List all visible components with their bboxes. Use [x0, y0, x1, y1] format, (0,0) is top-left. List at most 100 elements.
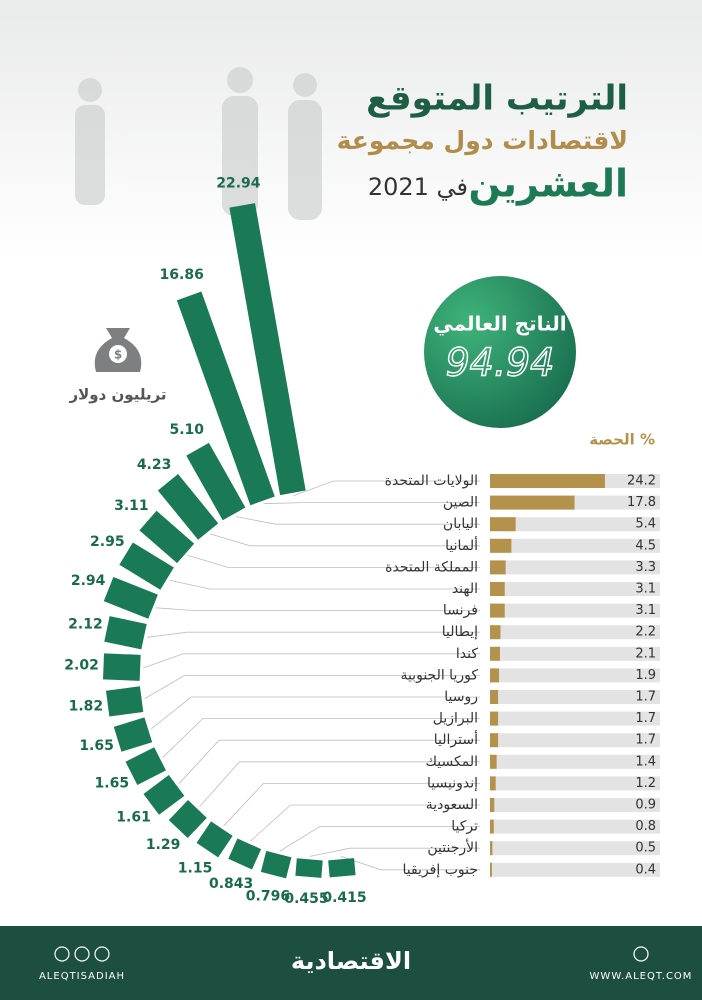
social-icons [54, 946, 649, 962]
footer-brand: الاقتصادية [291, 947, 411, 975]
leader-line [263, 502, 480, 505]
bar [490, 646, 500, 661]
bar-track [490, 668, 660, 683]
leader-line [235, 516, 480, 525]
bar [490, 862, 492, 877]
unit-label: تريليون دولار [68, 386, 166, 404]
leader-line [169, 579, 480, 590]
footer-website: WWW.ALEQT.COM [590, 971, 693, 982]
value-label: 3.11 [114, 498, 149, 514]
category-label: الولايات المتحدة [385, 473, 478, 489]
value-label: 17.8 [627, 495, 656, 510]
value-label: 5.4 [635, 517, 656, 532]
category-label: كوريا الجنوبية [400, 667, 478, 683]
bar-track [490, 690, 660, 704]
footer [0, 926, 702, 1000]
leader-line [199, 761, 480, 808]
bar [186, 442, 246, 521]
bar-track [490, 862, 660, 877]
bar [490, 625, 501, 640]
leader-line [146, 631, 480, 638]
value-label: 2.12 [68, 616, 103, 632]
bar-track [490, 646, 660, 661]
bar [105, 686, 144, 717]
category-label: أستراليا [434, 730, 478, 748]
bar [176, 291, 275, 506]
category-label: تركيا [451, 819, 478, 835]
leader-line [309, 847, 480, 857]
bar [103, 653, 141, 681]
header-background [0, 0, 702, 260]
title-line-3: العشرين [468, 162, 628, 206]
silhouettes [75, 67, 322, 220]
category-label: روسيا [444, 689, 478, 705]
bar [490, 754, 497, 769]
value-label: 2.2 [635, 625, 656, 640]
value-label: 0.4 [635, 862, 656, 877]
value-label: 0.5 [635, 841, 656, 856]
value-label: 1.82 [69, 698, 104, 714]
bar-track [490, 517, 660, 532]
leader-line [144, 675, 480, 700]
bar-track [490, 733, 660, 748]
value-label: 16.86 [160, 267, 204, 283]
bar-track [490, 711, 660, 726]
svg-text:$: $ [114, 348, 122, 362]
value-label: 1.7 [635, 733, 656, 748]
category-label: جنوب إفريقيا [402, 862, 478, 878]
value-label: 1.29 [146, 837, 181, 853]
category-label: الصين [443, 495, 478, 511]
bar-track [490, 582, 660, 596]
bar-track [490, 798, 660, 812]
bar [196, 821, 233, 858]
bar [260, 850, 292, 879]
bar [490, 582, 505, 596]
value-label: 0.415 [322, 890, 366, 906]
bar [328, 858, 356, 878]
category-label: إيطاليا [442, 624, 478, 640]
bar-track [490, 841, 660, 856]
category-label: الهند [452, 581, 478, 597]
bar [490, 776, 496, 791]
value-label: 4.23 [137, 457, 172, 473]
leader-line [155, 607, 480, 611]
leader-line [143, 653, 480, 669]
leader-line [223, 783, 480, 827]
world-gdp-circle [424, 276, 576, 428]
value-label: 2.02 [64, 658, 99, 674]
bar [490, 560, 506, 575]
category-label: فرنسا [443, 603, 478, 619]
value-label: 24.2 [627, 474, 656, 489]
category-label: اليابان [443, 516, 478, 532]
value-label: 0.455 [284, 891, 328, 907]
leader-line [279, 826, 480, 852]
bar [157, 474, 219, 540]
bar-track [490, 603, 660, 618]
value-label: 1.15 [178, 860, 213, 876]
bar [490, 819, 494, 834]
value-label: 1.65 [95, 775, 130, 791]
bar-track [490, 538, 660, 553]
bar-track [490, 776, 660, 791]
category-label: المملكة المتحدة [385, 559, 478, 575]
value-label: 1.2 [635, 776, 656, 791]
bar [113, 717, 153, 752]
bar [168, 799, 207, 838]
leader-line [150, 696, 480, 730]
bar [490, 798, 495, 812]
value-label: 1.9 [635, 668, 656, 683]
value-label: 22.94 [216, 176, 261, 192]
category-label: كندا [456, 646, 478, 662]
value-label: 1.61 [116, 810, 151, 826]
bar [139, 510, 195, 564]
value-label: 3.1 [635, 603, 656, 618]
value-label: 0.9 [635, 798, 656, 813]
bar [490, 474, 605, 488]
category-label: الأرجنتين [427, 838, 478, 856]
bar [295, 858, 323, 878]
world-gdp-label: الناتج العالمي [433, 312, 566, 337]
bar [119, 542, 174, 590]
category-label: السعودية [426, 797, 478, 813]
value-label: 3.3 [635, 560, 656, 575]
